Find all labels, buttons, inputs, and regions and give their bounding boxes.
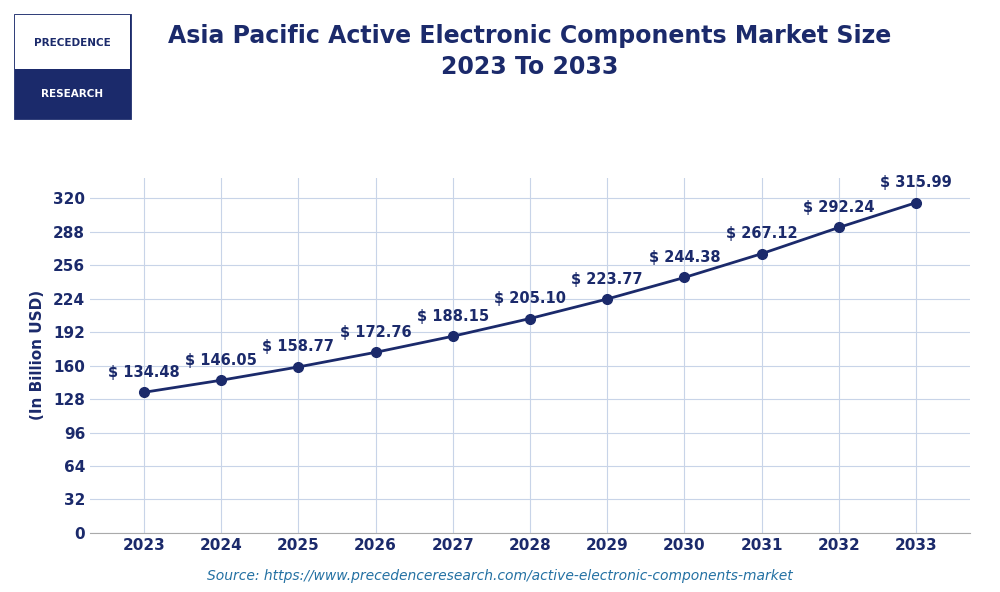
Text: Asia Pacific Active Electronic Components Market Size
2023 To 2033: Asia Pacific Active Electronic Component… [168,24,892,79]
Text: $ 315.99: $ 315.99 [880,175,952,190]
Text: $ 158.77: $ 158.77 [262,339,334,355]
Text: $ 172.76: $ 172.76 [340,325,411,340]
Text: Source: https://www.precedenceresearch.com/active-electronic-components-market: Source: https://www.precedenceresearch.c… [207,569,793,583]
Text: $ 134.48: $ 134.48 [108,365,180,380]
Text: $ 223.77: $ 223.77 [571,272,643,287]
Text: $ 205.10: $ 205.10 [494,291,566,306]
Y-axis label: (In Billion USD): (In Billion USD) [30,290,45,420]
Bar [15,69,130,118]
Text: RESEARCH: RESEARCH [41,89,104,98]
Text: $ 267.12: $ 267.12 [726,226,797,241]
Bar [15,15,130,69]
Text: $ 188.15: $ 188.15 [417,309,489,324]
Text: $ 146.05: $ 146.05 [185,353,257,368]
Text: $ 244.38: $ 244.38 [649,250,720,265]
Text: PRECEDENCE: PRECEDENCE [34,38,111,48]
Text: $ 292.24: $ 292.24 [803,200,875,215]
